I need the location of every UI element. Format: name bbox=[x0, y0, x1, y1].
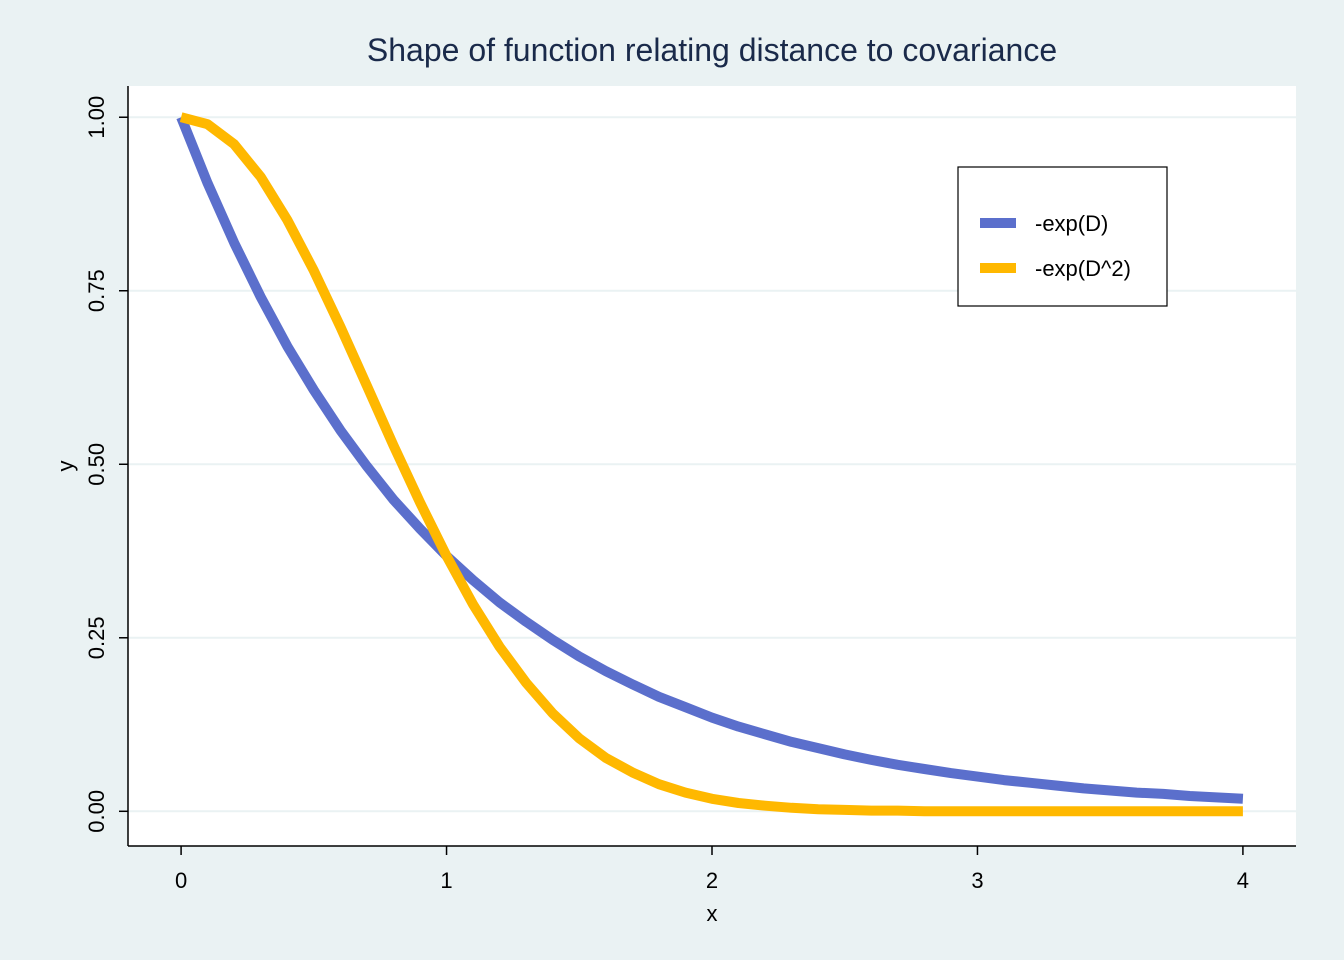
series-line-1 bbox=[179, 112, 1243, 817]
y-tick-label-1: 0.25 bbox=[84, 616, 109, 659]
x-tick-label-4: 4 bbox=[1237, 868, 1249, 893]
x-tick-label-2: 2 bbox=[706, 868, 718, 893]
series-line-0 bbox=[176, 115, 1244, 804]
legend-box bbox=[957, 166, 1168, 307]
x-tick-label-0: 0 bbox=[175, 868, 187, 893]
y-tick-label-0: 0.00 bbox=[84, 790, 109, 833]
legend-label-exp-d: -exp(D) bbox=[1035, 211, 1108, 236]
series-lines bbox=[176, 112, 1244, 817]
x-tick-label-1: 1 bbox=[440, 868, 452, 893]
y-axis-label: y bbox=[53, 461, 78, 472]
x-axis-ticks: 0 1 2 3 4 bbox=[175, 846, 1249, 893]
y-axis-ticks: 0.00 0.25 0.50 0.75 1.00 bbox=[84, 96, 128, 833]
legend-label-exp-d-squared: -exp(D^2) bbox=[1035, 256, 1131, 281]
x-tick-label-3: 3 bbox=[971, 868, 983, 893]
y-tick-label-3: 0.75 bbox=[84, 269, 109, 312]
y-tick-label-4: 1.00 bbox=[84, 96, 109, 139]
chart-title: Shape of function relating distance to c… bbox=[367, 32, 1057, 68]
x-axis-label: x bbox=[707, 901, 718, 926]
y-tick-label-2: 0.50 bbox=[84, 443, 109, 486]
legend: -exp(D) -exp(D^2) bbox=[957, 166, 1168, 307]
